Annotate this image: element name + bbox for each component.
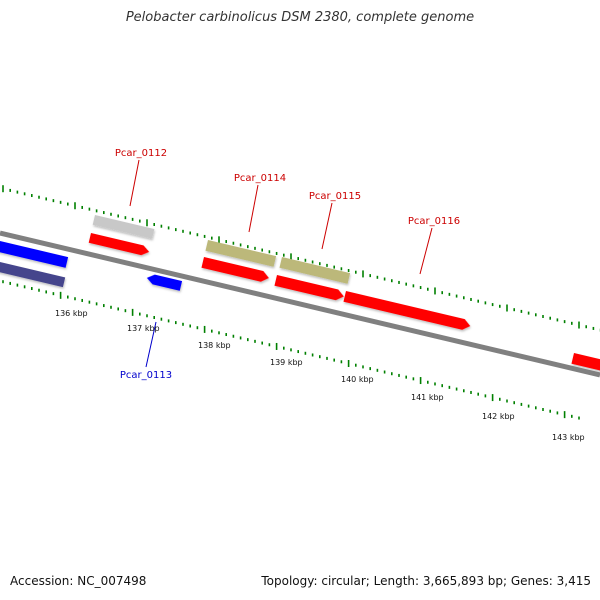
scale-tick-labels: 136 kbp 137 kbp 138 kbp 139 kbp 140 kbp 141 k… [55,309,585,442]
scale-tick-label: 139 kbp [270,358,303,367]
gene-label[interactable]: Pcar_0114 [234,173,286,184]
forward-cds-feature[interactable] [571,353,600,373]
scale-tick-label: 142 kbp [482,412,515,421]
scale-tick-label: 141 kbp [411,393,444,402]
scale-tick-label: 143 kbp [552,433,585,442]
inner-scale-ticks [2,280,580,420]
forward-cds-feature[interactable] [88,233,151,257]
scale-tick-label: 140 kbp [341,375,374,384]
gene-leader-line [321,202,333,250]
gene-leader-line [129,159,140,207]
scale-tick-label: 138 kbp [198,341,231,350]
gene-label[interactable]: Pcar_0112 [115,148,167,159]
outer-scale-ticks [2,185,600,332]
olive-feature[interactable] [279,257,351,284]
forward-cds-feature[interactable] [343,291,471,331]
reverse-cds-feature[interactable] [146,273,183,291]
forward-cds-feature[interactable] [274,275,345,302]
reverse-cds-feature[interactable] [0,262,66,288]
gene-labels: Pcar_0112 Pcar_0114 Pcar_0115 Pcar_0116 Pcar… [115,148,460,381]
feature-track [0,215,600,373]
forward-cds-feature[interactable] [201,257,270,283]
genome-stats-text: Topology: circular; Length: 3,665,893 bp… [261,574,591,588]
pseudogene-feature[interactable] [92,215,155,239]
olive-feature[interactable] [205,240,277,267]
gene-leader-line [248,184,259,233]
gene-leader-line [419,227,433,275]
scale-tick-label: 136 kbp [55,309,88,318]
reverse-cds-feature[interactable] [0,241,69,268]
accession-text: Accession: NC_007498 [10,574,147,588]
gene-label[interactable]: Pcar_0113 [120,370,172,381]
gene-leader-line [145,321,157,368]
genome-backbone [0,230,600,378]
scale-tick-label: 137 kbp [127,324,160,333]
label-leader-lines [129,159,433,368]
gene-label[interactable]: Pcar_0116 [408,216,460,227]
map-title: Pelobacter carbinolicus DSM 2380, comple… [125,10,475,25]
gene-label[interactable]: Pcar_0115 [309,191,361,202]
